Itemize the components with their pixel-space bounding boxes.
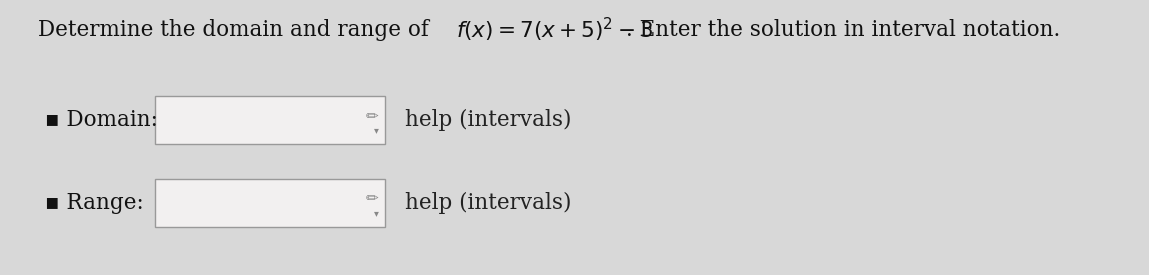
- Text: ✏: ✏: [365, 191, 378, 207]
- Text: $f(x) = 7(x+5)^2 - 3$: $f(x) = 7(x+5)^2 - 3$: [456, 16, 654, 44]
- Text: ▪ Range:: ▪ Range:: [45, 192, 144, 214]
- Bar: [155, 179, 385, 227]
- Text: ▪ Domain:: ▪ Domain:: [45, 109, 157, 131]
- Bar: [155, 96, 385, 144]
- Text: . Enter the solution in interval notation.: . Enter the solution in interval notatio…: [626, 19, 1061, 41]
- Text: Determine the domain and range of: Determine the domain and range of: [38, 19, 435, 41]
- Text: ▾: ▾: [373, 208, 378, 218]
- Text: ▾: ▾: [373, 125, 378, 135]
- Text: help (intervals): help (intervals): [404, 192, 571, 214]
- Text: ✏: ✏: [365, 109, 378, 123]
- Text: help (intervals): help (intervals): [404, 109, 571, 131]
